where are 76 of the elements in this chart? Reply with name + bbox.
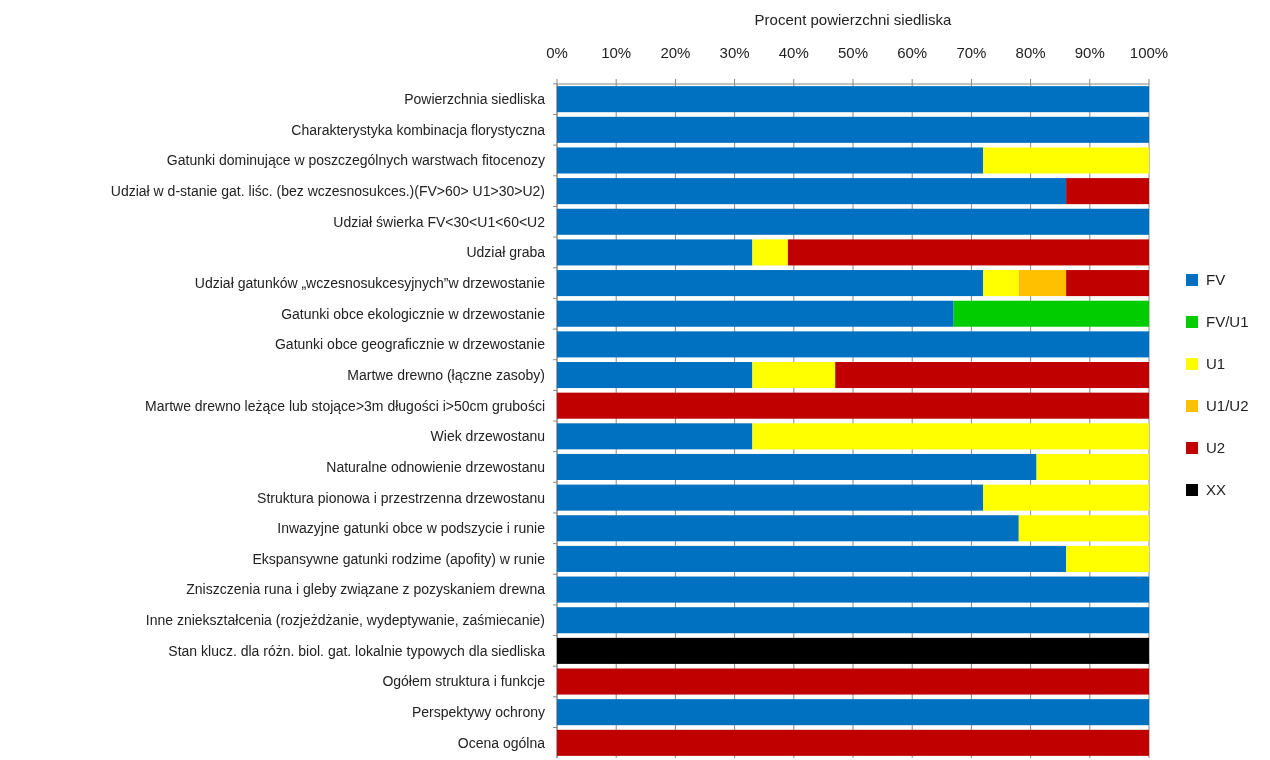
y-tick-label: Struktura pionowa i przestrzenna drzewostanu	[257, 489, 545, 506]
bar	[557, 362, 753, 389]
y-tick-label: Inwazyjne gatunki obce w podszycie i runie	[277, 520, 546, 537]
legend-label: FV/U1	[1206, 313, 1249, 331]
bar	[557, 637, 1149, 664]
bar	[557, 607, 1149, 634]
x-axis-title: Procent powierzchni siedliska	[754, 11, 953, 28]
y-tick-label: Powierzchnia siedliska	[404, 91, 546, 108]
bar	[787, 239, 1149, 266]
y-tick-label: Martwe drewno (łączne zasoby)	[347, 366, 545, 383]
y-tick-label: Ogółem struktura i funkcje	[382, 673, 546, 690]
legend-label: U1	[1206, 355, 1226, 373]
bar	[752, 239, 788, 266]
bar	[557, 484, 984, 511]
y-tick-label: Udział gatunków „wczesnosukcesyjnych”w drzewostanie	[194, 274, 546, 291]
x-tick-label: 40%	[778, 44, 809, 61]
bar	[557, 515, 1019, 542]
bar	[557, 116, 1149, 143]
bar	[557, 453, 1037, 480]
bar	[983, 270, 1019, 297]
bar	[557, 178, 1067, 205]
bar	[557, 668, 1149, 695]
bar	[1018, 515, 1149, 542]
legend-label: U1/U2	[1206, 397, 1249, 415]
legend-label: U2	[1206, 439, 1226, 457]
y-tick-label: Gatunki dominujące w poszczególnych warstwach fitocenozy	[166, 152, 545, 169]
y-tick-label: Wiek drzewostanu	[430, 428, 545, 445]
legend-label: XX	[1206, 481, 1227, 499]
bar	[557, 239, 753, 266]
bar	[983, 484, 1149, 511]
y-tick-label: Naturalne odnowienie drzewostanu	[326, 458, 545, 475]
x-tick-label: 80%	[1015, 44, 1046, 61]
x-tick-label: 50%	[837, 44, 869, 61]
x-tick-label: 100%	[1129, 44, 1169, 61]
bar	[1018, 270, 1067, 297]
bar	[953, 300, 1149, 327]
x-tick-label: 0%	[546, 44, 568, 61]
y-tick-label: Gatunki obce geograficznie w drzewostanie	[274, 336, 546, 353]
bar	[557, 270, 984, 297]
x-tick-label: 30%	[719, 44, 750, 61]
y-tick-label: Udział graba	[466, 244, 546, 261]
y-tick-label: Ekspansywne gatunki rodzime (apofity) w runie	[252, 550, 546, 567]
bar	[1036, 453, 1149, 480]
bar	[557, 392, 1149, 419]
bar	[557, 147, 984, 174]
bar	[752, 362, 836, 389]
legend-label: FV	[1206, 271, 1226, 289]
x-tick-label: 60%	[897, 44, 928, 61]
bar	[835, 362, 1149, 389]
y-tick-label: Stan klucz. dla różn. biol. gat. lokalnie typowych dla siedliska	[168, 642, 546, 659]
bar	[557, 331, 1149, 358]
x-tick-label: 10%	[601, 44, 632, 61]
y-tick-label: Gatunki obce ekologicznie w drzewostanie	[281, 305, 546, 322]
bar	[1066, 545, 1149, 572]
bar	[1066, 270, 1149, 297]
bar	[557, 576, 1149, 603]
bar	[557, 699, 1149, 726]
bar	[557, 729, 1149, 756]
bar	[1066, 178, 1149, 205]
y-tick-label: Martwe drewno leżące lub stojące>3m długości i>50cm grubości	[145, 397, 545, 414]
y-tick-label: Ocena ogólna	[457, 734, 546, 751]
y-tick-label: Perspektywy ochrony	[411, 704, 545, 721]
bar	[752, 423, 1149, 450]
x-tick-label: 90%	[1074, 44, 1105, 61]
bar	[557, 545, 1067, 572]
y-tick-label: Inne zniekształcenia (rozjeżdżanie, wydeptywanie, zaśmiecanie)	[145, 612, 545, 629]
y-tick-label: Udział świerka FV<30<U1<60<U2	[333, 213, 546, 230]
y-tick-label: Udział w d-stanie gat. liśc. (bez wczesnosukces.)(FV>60> U1>30>U2)	[110, 183, 545, 200]
bar	[557, 423, 753, 450]
bar	[557, 300, 954, 327]
x-tick-label: 20%	[660, 44, 691, 61]
bar	[983, 147, 1149, 174]
bar	[557, 208, 1149, 235]
y-tick-label: Zniszczenia runa i gleby związane z pozyskaniem drewna	[186, 581, 546, 598]
x-tick-label: 70%	[956, 44, 987, 61]
y-tick-label: Charakterystyka kombinacja florystyczna	[291, 121, 546, 138]
